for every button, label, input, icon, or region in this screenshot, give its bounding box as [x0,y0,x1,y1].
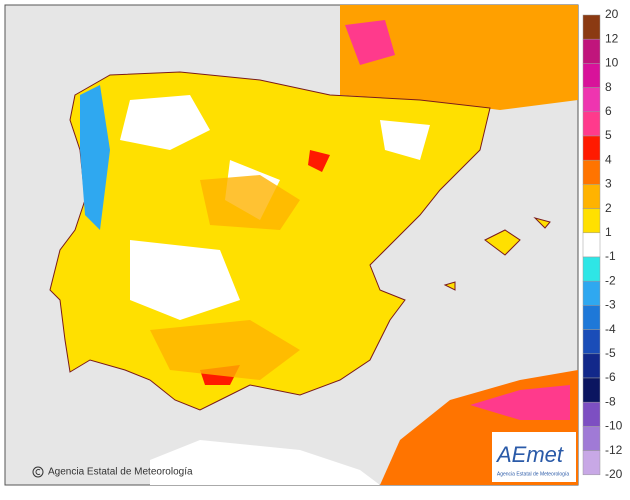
legend-label: -1 [605,249,616,263]
hot-spot-africa [470,385,570,420]
legend-swatch [582,135,601,161]
legend-swatch [582,329,601,355]
legend-label: -3 [605,298,616,312]
legend-swatch [582,305,601,330]
legend-swatch [582,450,601,476]
legend-label: -12 [605,443,623,457]
hot-spot [345,20,395,65]
france-land [340,5,578,110]
legend-label: 8 [605,80,612,94]
balearic-islands [443,217,551,291]
legend: 20 12 10 8 6 5 4 3 2 1 -1 -2 -3 -4 -5 -6 -8 -10 -12 -20 [582,7,623,481]
logo-box [492,432,576,482]
legend-swatch [582,256,601,282]
morocco-land [150,440,380,485]
neutral-area [120,95,430,320]
legend-label: 6 [605,104,612,118]
legend-label: 2 [605,201,612,215]
legend-swatch [582,14,601,40]
legend-swatch [582,159,601,185]
legend-label: -10 [605,419,623,433]
legend-swatch [582,87,601,113]
legend-label: -5 [605,346,616,360]
legend-label: 20 [605,7,619,21]
legend-swatch [582,353,601,379]
credit: Agencia Estatal de Meteorología [48,467,193,478]
legend-label: -6 [605,370,616,384]
legend-label: -2 [605,273,616,287]
legend-label: 12 [605,31,619,45]
logo-subtitle: Agencia Estatal de Meteorología [497,471,569,477]
legend-swatch [582,426,601,451]
cool-coast [80,85,110,230]
legend-label: -4 [605,322,616,336]
legend-label: 5 [605,128,612,142]
legend-label: 10 [605,56,619,70]
warm-area [150,175,300,380]
legend-swatch [582,111,601,137]
legend-label: -20 [605,467,623,481]
legend-swatch [582,280,601,306]
legend-label: 3 [605,177,612,191]
legend-swatch [582,208,601,234]
legend-swatch [582,38,601,64]
logo-name: AEmet [495,442,564,467]
copyright-icon [32,466,44,478]
legend-label: -8 [605,394,616,408]
legend-swatch [582,401,601,427]
legend-swatch [582,377,601,403]
legend-swatch [582,184,601,209]
copyright-c [35,469,41,475]
legend-label: 4 [605,152,612,166]
legend-label: 1 [605,225,612,239]
iberia [49,71,491,411]
legend-swatch [582,232,601,258]
legend-swatch [582,63,601,88]
map-area: AEmet Agencia Estatal de Meteorología Ag… [4,4,579,486]
